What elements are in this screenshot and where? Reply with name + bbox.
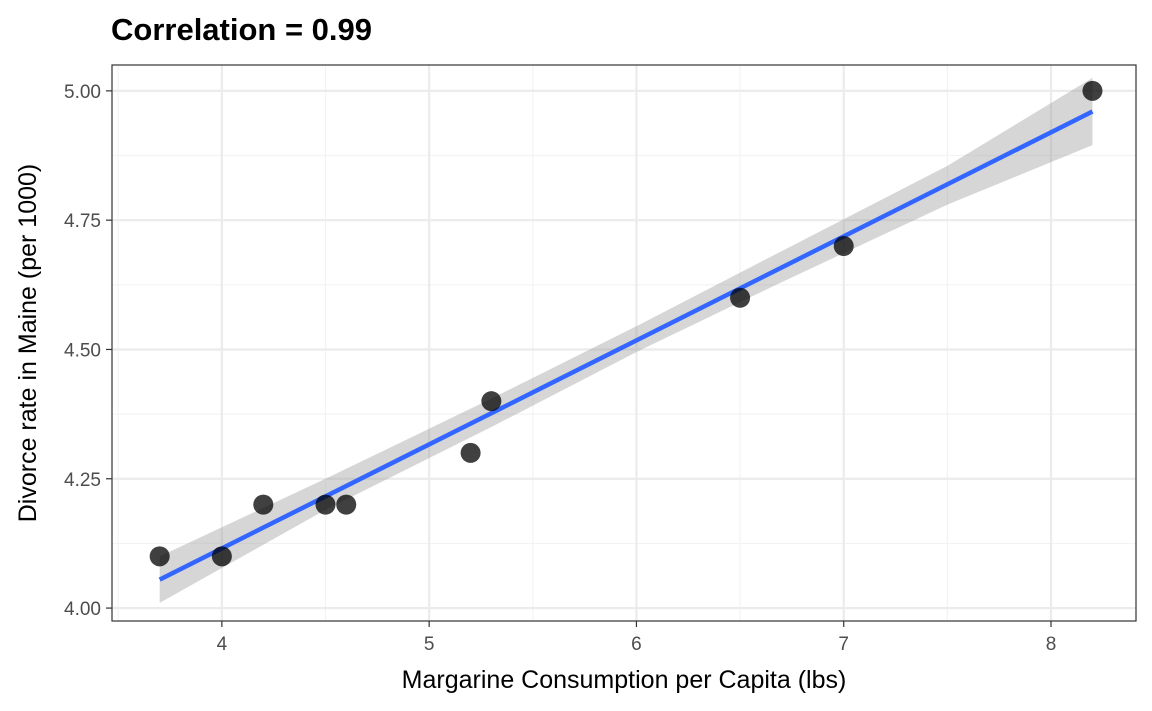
data-point <box>833 236 854 257</box>
x-tick-label: 6 <box>631 634 642 655</box>
y-axis-ticks: 4.00 4.25 4.50 4.75 5.00 <box>64 82 112 620</box>
data-point <box>336 494 357 515</box>
y-tick-label: 4.50 <box>64 340 101 361</box>
x-axis-ticks: 4 5 6 7 8 <box>217 621 1057 655</box>
confidence-band <box>159 77 1093 603</box>
x-tick-label: 4 <box>217 634 228 655</box>
x-tick-label: 5 <box>424 634 435 655</box>
grid-minor-lines <box>112 65 1136 621</box>
data-points-layer <box>149 80 1103 567</box>
data-point <box>211 546 232 567</box>
data-point <box>1082 80 1103 101</box>
x-tick-label: 8 <box>1046 634 1057 655</box>
data-point <box>460 442 481 463</box>
trend-line-layer <box>158 109 1094 582</box>
data-point <box>730 287 751 308</box>
panel-border <box>111 64 1137 622</box>
y-tick-label: 4.25 <box>64 470 101 491</box>
y-tick-label: 4.00 <box>64 599 101 620</box>
data-point <box>149 546 170 567</box>
chart-title: Correlation = 0.99 <box>111 12 372 47</box>
x-tick-label: 7 <box>838 634 849 655</box>
y-tick-label: 5.00 <box>64 82 101 103</box>
trend-line <box>158 109 1094 582</box>
data-point <box>315 494 336 515</box>
grid-major-lines <box>112 65 1136 621</box>
y-axis-label: Divorce rate in Maine (per 1000) <box>14 164 42 523</box>
data-point <box>481 391 502 412</box>
data-point <box>253 494 274 515</box>
x-axis-label: Margarine Consumption per Capita (lbs) <box>402 666 847 694</box>
confidence-band-layer <box>159 77 1093 603</box>
y-tick-label: 4.75 <box>64 211 101 232</box>
